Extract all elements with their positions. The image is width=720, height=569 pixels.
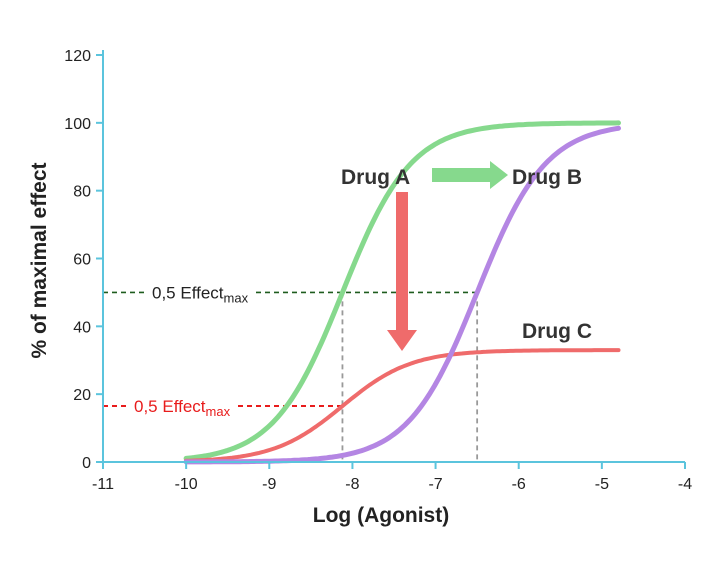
y-tick-label: 0 <box>82 455 91 472</box>
x-tick-label: -5 <box>595 476 609 493</box>
label-background <box>130 396 235 421</box>
x-tick-label: -4 <box>678 476 692 493</box>
y-tick-label: 100 <box>64 116 91 133</box>
arrows <box>387 161 508 351</box>
half-effect-label-green: 0,5 Effectmax <box>152 283 249 305</box>
y-tick-label: 120 <box>64 48 91 65</box>
label-drug-b: Drug B <box>512 166 582 189</box>
label-background <box>148 282 253 307</box>
y-axis-title: % of maximal effect <box>28 162 51 358</box>
reference-lines <box>103 291 479 462</box>
x-axis-title: Log (Agonist) <box>313 504 449 527</box>
y-tick-label: 60 <box>73 252 91 269</box>
axes: 0 20 40 60 80 100 120 -11 -10 -9 -8 -7 -6 -5 -4 <box>64 48 692 493</box>
y-tick-label: 80 <box>73 184 91 201</box>
half-effect-label-red: 0,5 Effectmax <box>134 397 231 419</box>
x-tick-label: -9 <box>262 476 276 493</box>
x-tick-label: -11 <box>92 476 114 493</box>
x-tick-label: -8 <box>345 476 359 493</box>
x-tick-label: -6 <box>512 476 526 493</box>
curve-drug-a <box>183 120 621 461</box>
label-drug-a: Drug A <box>341 166 410 189</box>
y-ticks: 0 20 40 60 80 100 120 <box>64 48 103 472</box>
curve-drug-c <box>184 348 621 463</box>
arrow-drug-a-to-b <box>432 161 508 189</box>
x-ticks: -11 -10 -9 -8 -7 -6 -5 -4 <box>92 462 692 493</box>
label-drug-c: Drug C <box>522 320 592 343</box>
x-tick-label: -10 <box>175 476 198 493</box>
arrow-drug-a-to-c <box>387 192 417 351</box>
y-tick-label: 20 <box>73 387 91 404</box>
x-tick-label: -7 <box>428 476 442 493</box>
y-tick-label: 40 <box>73 319 91 336</box>
